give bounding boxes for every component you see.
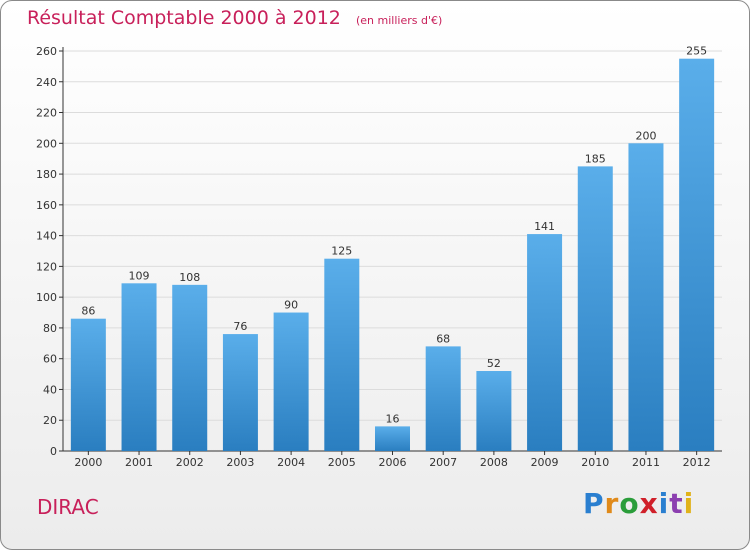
bar xyxy=(222,334,258,451)
logo-letter: r xyxy=(604,487,620,520)
x-tick-label: 2003 xyxy=(226,456,254,469)
chart-title: Résultat Comptable 2000 à 2012 (en milli… xyxy=(27,7,442,29)
x-tick-label: 2004 xyxy=(277,456,305,469)
bar xyxy=(70,318,106,451)
x-tick-label: 2010 xyxy=(581,456,609,469)
commune-name: DIRAC xyxy=(37,495,99,519)
bar-value-label: 16 xyxy=(386,412,400,425)
bar-value-label: 109 xyxy=(129,269,150,282)
chart-title-unit: (en milliers d'€) xyxy=(355,14,443,27)
x-tick-label: 2009 xyxy=(531,456,559,469)
logo-letter: x xyxy=(639,487,659,520)
y-tick-label: 40 xyxy=(43,383,57,396)
logo-letter: o xyxy=(619,487,640,520)
bar xyxy=(375,426,410,451)
x-tick-label: 2012 xyxy=(683,456,711,469)
x-tick-label: 2000 xyxy=(74,456,102,469)
y-tick-label: 100 xyxy=(36,291,57,304)
y-tick-label: 20 xyxy=(43,414,57,427)
bar-value-label: 76 xyxy=(233,320,247,333)
bar-value-label: 108 xyxy=(179,271,200,284)
bar xyxy=(425,346,461,451)
y-tick-label: 120 xyxy=(36,260,57,273)
bar xyxy=(628,143,664,452)
bar-value-label: 125 xyxy=(331,245,352,258)
bar xyxy=(679,58,715,451)
x-tick-label: 2002 xyxy=(176,456,204,469)
y-tick-label: 60 xyxy=(43,353,57,366)
bar xyxy=(577,166,613,451)
y-tick-label: 240 xyxy=(36,76,57,89)
bar-value-label: 86 xyxy=(81,305,95,318)
x-tick-label: 2001 xyxy=(125,456,153,469)
y-tick-label: 140 xyxy=(36,230,57,243)
bar-value-label: 68 xyxy=(436,332,450,345)
y-tick-label: 200 xyxy=(36,137,57,150)
y-tick-label: 160 xyxy=(36,199,57,212)
y-tick-label: 0 xyxy=(50,445,57,458)
y-tick-label: 220 xyxy=(36,107,57,120)
y-tick-label: 260 xyxy=(36,45,57,58)
x-tick-label: 2007 xyxy=(429,456,457,469)
y-tick-label: 80 xyxy=(43,322,57,335)
bar xyxy=(527,234,563,451)
bar-value-label: 52 xyxy=(487,357,501,370)
proxiti-logo: Proxiti xyxy=(583,487,694,520)
bar xyxy=(121,283,157,451)
x-tick-label: 2008 xyxy=(480,456,508,469)
bar-value-label: 141 xyxy=(534,220,555,233)
y-tick-label: 180 xyxy=(36,168,57,181)
bar xyxy=(273,312,309,451)
logo-letter: i xyxy=(683,487,695,520)
x-tick-label: 2005 xyxy=(328,456,356,469)
bar xyxy=(476,371,512,451)
x-tick-label: 2011 xyxy=(632,456,660,469)
logo-letter: t xyxy=(669,487,684,520)
bar-value-label: 185 xyxy=(585,152,606,165)
bar xyxy=(172,284,208,451)
logo-letter: P xyxy=(583,487,605,520)
bar xyxy=(324,258,360,451)
logo-letter: i xyxy=(658,487,670,520)
chart-title-main: Résultat Comptable 2000 à 2012 xyxy=(27,7,341,29)
bar-value-label: 90 xyxy=(284,299,298,312)
bar-value-label: 255 xyxy=(686,45,707,58)
bar-value-label: 200 xyxy=(635,129,656,142)
x-tick-label: 2006 xyxy=(379,456,407,469)
